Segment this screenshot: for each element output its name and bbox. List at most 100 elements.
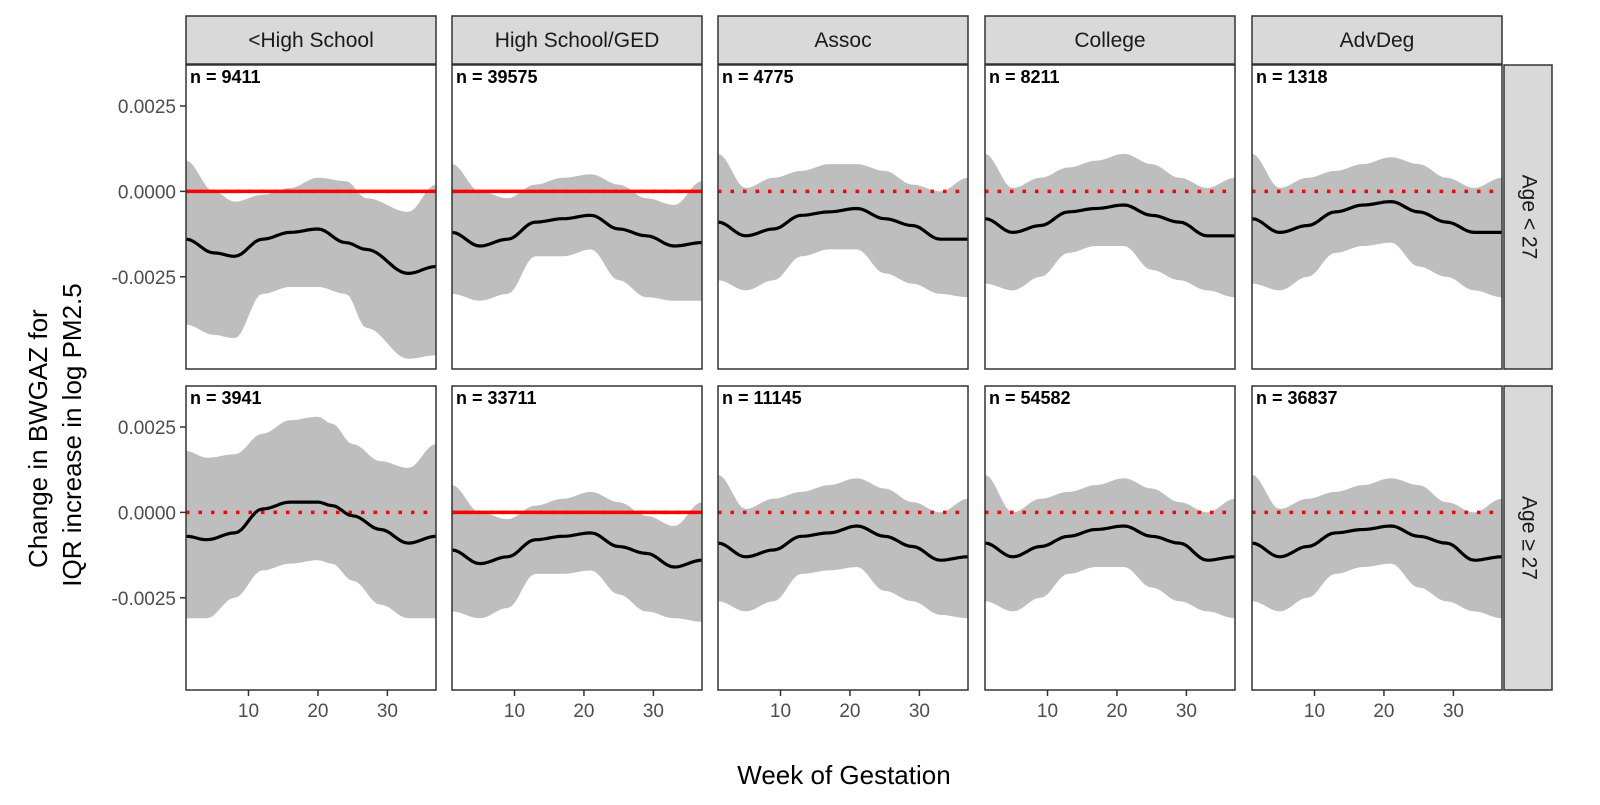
column-strip-label: Assoc — [814, 29, 871, 52]
y-tick-label: 0.0000 — [118, 182, 176, 203]
sample-size-label: n = 4775 — [722, 67, 794, 87]
facet-panel: n = 1318 — [1251, 64, 1503, 370]
column-strip: Assoc — [717, 15, 969, 65]
panel-border — [451, 385, 703, 691]
panel-border — [984, 64, 1236, 370]
facet-panel: n = 33711 — [451, 385, 703, 691]
facet-panel: n = 8211 — [984, 64, 1236, 370]
y-tick-label: -0.0025 — [112, 268, 176, 289]
confidence-band — [186, 160, 436, 359]
x-axis-title: Week of Gestation — [737, 760, 950, 790]
column-strip: <High School — [185, 15, 437, 65]
confidence-band — [452, 164, 702, 301]
panel-content — [452, 485, 702, 622]
panel-content — [1252, 474, 1502, 619]
panel-content — [186, 416, 436, 619]
estimate-line — [985, 203, 1235, 238]
column-strip-box — [185, 15, 437, 65]
panel-border — [185, 64, 437, 370]
estimate-line — [718, 524, 968, 562]
sample-size-label: n = 11145 — [722, 388, 802, 408]
column-strip-box — [717, 15, 969, 65]
x-tick-label: 30 — [909, 701, 930, 722]
estimate-line — [1252, 200, 1502, 234]
column-strip: High School/GED — [451, 15, 703, 65]
estimate-line — [985, 524, 1235, 562]
column-strip: College — [984, 15, 1236, 65]
axes-layer: 0.0025 0.0000 -0.0025 0.0025 0.0000 -0.0025 10… — [112, 97, 1464, 722]
row-strip-label: Age < 27 — [1517, 175, 1540, 260]
row-strip: Age < 27 — [1503, 64, 1553, 370]
estimate-line — [186, 227, 436, 275]
confidence-band — [186, 416, 436, 619]
x-tick-label: 20 — [307, 701, 328, 722]
panel-content — [1252, 153, 1502, 298]
panels-layer: <High School High School/GED Assoc College A… — [185, 15, 1553, 691]
column-strip-label: College — [1074, 29, 1145, 52]
panel-content — [985, 153, 1235, 298]
panel-content — [718, 153, 968, 298]
sample-size-label: n = 9411 — [190, 67, 261, 87]
facet-panel: n = 3941 — [185, 385, 437, 691]
estimate-line — [186, 500, 436, 545]
column-strip-box — [451, 15, 703, 65]
x-tick-label: 30 — [643, 701, 664, 722]
panel-border — [185, 385, 437, 691]
estimate-line — [1252, 524, 1502, 562]
panel-border — [717, 64, 969, 370]
y-tick-label: 0.0025 — [118, 97, 176, 118]
panel-content — [452, 164, 702, 301]
facet-panel: n = 11145 — [717, 385, 969, 691]
confidence-band — [452, 485, 702, 622]
panel-content — [985, 474, 1235, 619]
x-tick-label: 20 — [839, 701, 860, 722]
estimate-line — [718, 206, 968, 241]
panel-border — [1251, 64, 1503, 370]
y-tick-label: 0.0000 — [118, 503, 176, 524]
x-tick-label: 30 — [1443, 701, 1464, 722]
estimate-line — [452, 213, 702, 248]
panel-border — [451, 64, 703, 370]
panel-border — [984, 385, 1236, 691]
row-strip: Age ≥ 27 — [1503, 385, 1553, 691]
sample-size-label: n = 54582 — [989, 388, 1071, 408]
column-strip-label: <High School — [248, 29, 374, 52]
column-strip-label: High School/GED — [495, 29, 660, 52]
facet-panel: n = 36837 — [1251, 385, 1503, 691]
row-strip-box — [1503, 64, 1553, 370]
x-tick-label: 30 — [1176, 701, 1197, 722]
y-axis-title-line-1: Change in BWGAZ for — [23, 309, 53, 568]
x-tick-label: 20 — [573, 701, 594, 722]
column-strip-label: AdvDeg — [1340, 29, 1415, 52]
x-tick-label: 10 — [1037, 701, 1058, 722]
panel-content — [186, 160, 436, 359]
panel-border — [1251, 385, 1503, 691]
x-tick-label: 20 — [1106, 701, 1127, 722]
row-strip-box — [1503, 385, 1553, 691]
facet-panel: n = 9411 — [185, 64, 437, 370]
sample-size-label: n = 33711 — [456, 388, 537, 408]
x-tick-label: 10 — [238, 701, 259, 722]
column-strip: AdvDeg — [1251, 15, 1503, 65]
row-strip-label: Age ≥ 27 — [1517, 496, 1540, 580]
sample-size-label: n = 39575 — [456, 67, 538, 87]
facet-panel: n = 39575 — [451, 64, 703, 370]
facet-panel: n = 4775 — [717, 64, 969, 370]
sample-size-label: n = 8211 — [989, 67, 1060, 87]
sample-size-label: n = 36837 — [1256, 388, 1338, 408]
x-tick-label: 20 — [1373, 701, 1394, 722]
column-strip-box — [984, 15, 1236, 65]
sample-size-label: n = 3941 — [190, 388, 262, 408]
facet-panel: n = 54582 — [984, 385, 1236, 691]
x-tick-label: 10 — [1304, 701, 1325, 722]
column-strip-box — [1251, 15, 1503, 65]
y-tick-label: 0.0025 — [118, 418, 176, 439]
panel-content — [718, 474, 968, 619]
sample-size-label: n = 1318 — [1256, 67, 1328, 87]
x-tick-label: 10 — [504, 701, 525, 722]
y-axis-title: Change in BWGAZ for IQR increase in log … — [23, 283, 87, 586]
panel-border — [717, 385, 969, 691]
x-tick-label: 10 — [770, 701, 791, 722]
y-axis-title-line-2: IQR increase in log PM2.5 — [57, 283, 87, 586]
